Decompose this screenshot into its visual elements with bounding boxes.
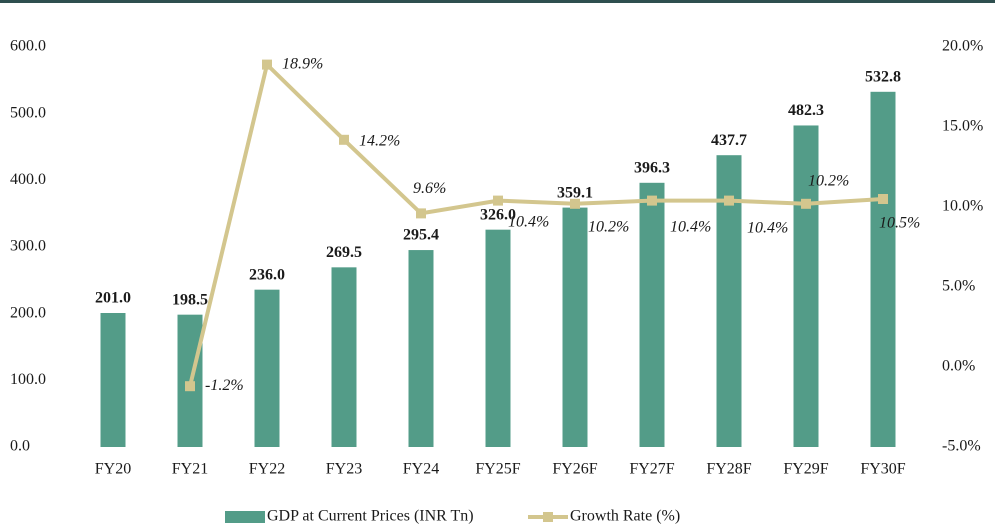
- bar-value-label: 295.4: [403, 227, 439, 244]
- line-value-label: 10.4%: [747, 219, 788, 236]
- bar-value-label: 482.3: [788, 102, 824, 119]
- line: [188, 60, 884, 387]
- bar: [793, 125, 819, 447]
- x-tick-label: FY28F: [706, 461, 751, 478]
- line-value-label: 10.4%: [508, 213, 549, 230]
- y2-tick-label: 20.0%: [942, 38, 983, 55]
- y2-tick-label: 10.0%: [942, 198, 983, 215]
- line-marker: [262, 59, 272, 70]
- line-marker: [416, 208, 426, 219]
- y2-tick-label: 0.0%: [942, 358, 975, 375]
- y-tick-label: 100.0: [10, 371, 46, 388]
- y-tick-label: 200.0: [10, 304, 46, 321]
- x-tick-label: FY21: [172, 461, 208, 478]
- bar-value-label: 396.3: [634, 159, 670, 176]
- x-tick-label: FY24: [403, 461, 439, 478]
- line-marker: [647, 195, 657, 206]
- bar-value-label: 326.0: [480, 206, 516, 223]
- y2-tick-label: 5.0%: [942, 278, 975, 295]
- x-tick-label: FY20: [95, 461, 131, 478]
- y2-tick-label: 15.0%: [942, 118, 983, 135]
- x-tick-label: FY29F: [783, 461, 828, 478]
- line-marker: [878, 194, 888, 204]
- x-tick-label: FY23: [326, 461, 362, 478]
- x-tick-label: FY22: [249, 461, 285, 478]
- bar: [254, 289, 280, 447]
- line-marker: [801, 198, 811, 209]
- line-value-label: 10.2%: [808, 172, 849, 189]
- bar: [408, 250, 434, 447]
- bar-value-label: 236.0: [249, 266, 285, 283]
- bar: [485, 229, 511, 447]
- y-tick-label: 500.0: [10, 104, 46, 121]
- bar-value-label: 359.1: [557, 184, 593, 201]
- legend-swatch: [225, 511, 265, 523]
- y2-tick-label: -5.0%: [942, 438, 981, 455]
- bar: [639, 182, 665, 448]
- legend-swatch-marker: [543, 512, 553, 522]
- line-value-label: 10.5%: [879, 215, 920, 232]
- bar: [562, 207, 588, 447]
- line-marker: [339, 134, 349, 145]
- bar: [100, 313, 126, 447]
- bar-value-label: 198.5: [172, 291, 208, 308]
- x-tick-label: FY27F: [629, 461, 674, 478]
- line-value-label: 18.9%: [282, 55, 323, 72]
- x-tick-label: FY26F: [552, 461, 597, 478]
- bar: [331, 267, 357, 447]
- line-marker: [570, 198, 580, 209]
- bar-value-label: 201.0: [95, 290, 131, 307]
- line-value-label: 10.4%: [670, 218, 711, 235]
- y-tick-label: 0.0: [10, 438, 30, 455]
- line-marker: [185, 381, 195, 392]
- line-marker: [493, 195, 503, 206]
- bar-value-label: 269.5: [326, 244, 362, 261]
- legend-label: Growth Rate (%): [570, 508, 680, 525]
- x-tick-label: FY25F: [475, 461, 520, 478]
- line-value-label: -1.2%: [205, 377, 244, 394]
- legend-label: GDP at Current Prices (INR Tn): [267, 508, 474, 525]
- bar-value-label: 532.8: [865, 68, 901, 85]
- x-tick-label: FY30F: [860, 461, 905, 478]
- bar: [870, 91, 896, 448]
- y-tick-label: 600.0: [10, 38, 46, 55]
- line-value-label: 14.2%: [359, 132, 400, 149]
- line-value-label: 10.2%: [588, 218, 629, 235]
- top-border: [0, 0, 995, 3]
- line-value-label: 9.6%: [413, 180, 446, 197]
- bar-value-label: 437.7: [711, 132, 747, 149]
- y-tick-label: 300.0: [10, 238, 46, 255]
- line-marker: [724, 195, 734, 206]
- y-tick-label: 400.0: [10, 171, 46, 188]
